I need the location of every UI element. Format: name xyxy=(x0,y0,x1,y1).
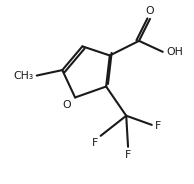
Text: OH: OH xyxy=(166,47,183,57)
Text: F: F xyxy=(125,150,131,160)
Text: O: O xyxy=(62,100,71,110)
Text: CH₃: CH₃ xyxy=(14,71,34,81)
Text: F: F xyxy=(92,138,99,148)
Text: F: F xyxy=(155,121,161,131)
Text: O: O xyxy=(146,6,154,16)
